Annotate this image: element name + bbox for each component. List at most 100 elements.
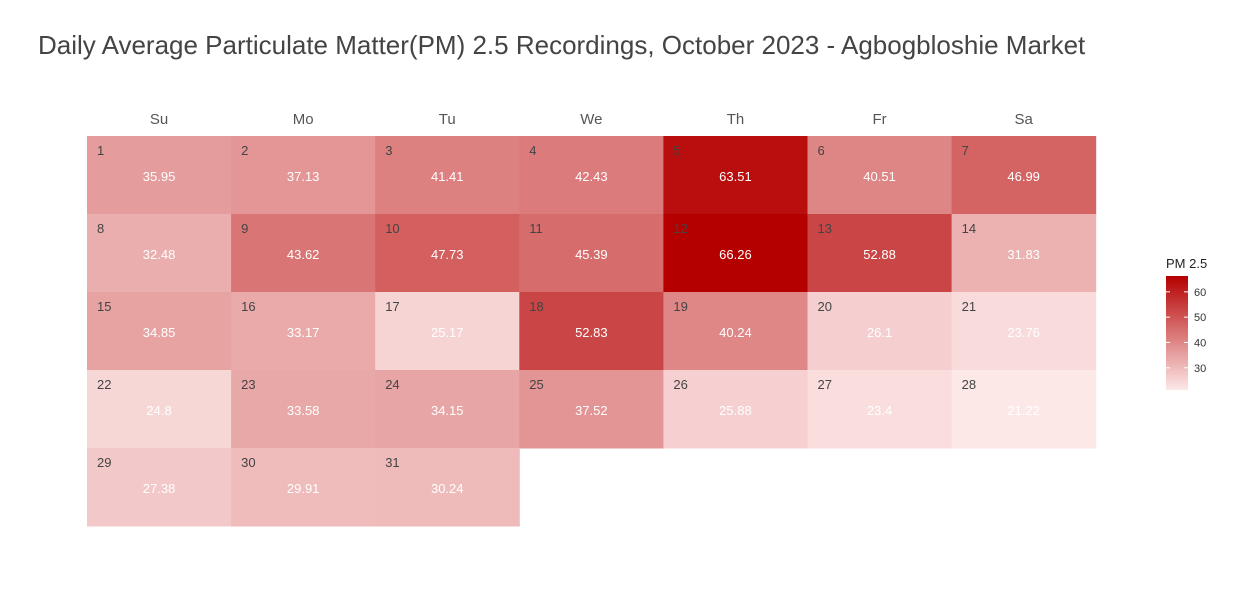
day-number: 17	[385, 299, 399, 314]
day-value: 43.62	[287, 247, 320, 262]
day-number: 19	[673, 299, 687, 314]
day-cell-23: 23 33.58	[231, 370, 376, 449]
color-legend: PM 2.5 30 40 50 60	[1166, 256, 1207, 390]
day-number: 6	[818, 143, 825, 158]
day-value: 47.73	[431, 247, 464, 262]
weekday-header-fr: Fr	[872, 111, 886, 128]
day-cell-fill	[231, 136, 376, 215]
day-value: 40.24	[719, 325, 752, 340]
day-value: 34.85	[143, 325, 176, 340]
legend-tick-label: 30	[1194, 363, 1206, 375]
day-number: 29	[97, 455, 111, 470]
day-value: 46.99	[1007, 169, 1040, 184]
day-value: 32.48	[143, 247, 176, 262]
legend-title: PM 2.5	[1166, 256, 1207, 271]
day-cell-fill	[87, 370, 232, 449]
day-number: 22	[97, 377, 111, 392]
day-cell-29: 29 27.38	[87, 448, 232, 527]
day-value: 52.88	[863, 247, 896, 262]
day-cell-fill	[231, 292, 376, 371]
day-cell-9: 943.62	[231, 214, 376, 293]
day-cell-fill	[375, 136, 520, 215]
day-value: 35.95	[143, 169, 176, 184]
day-value: 26.1	[867, 325, 892, 340]
day-cell-fill	[663, 292, 808, 371]
day-cell-fill	[375, 448, 520, 527]
day-value: 25.17	[431, 325, 464, 340]
legend-tick-label: 50	[1194, 312, 1206, 324]
weekday-header-th: Th	[727, 111, 745, 128]
day-value: 24.8	[146, 403, 171, 418]
day-cell-fill	[663, 136, 808, 215]
day-cell-17: 17 25.17	[375, 292, 520, 371]
day-number: 21	[962, 299, 976, 314]
day-cell-fill	[807, 292, 953, 371]
day-number: 31	[385, 455, 399, 470]
day-value: 27.38	[143, 481, 176, 496]
day-value: 31.83	[1007, 247, 1040, 262]
day-number: 5	[673, 143, 680, 158]
day-cell-fill	[951, 136, 1097, 215]
day-cell-fill	[951, 214, 1097, 293]
day-cell-21: 21 23.76	[951, 292, 1097, 371]
day-value: 25.88	[719, 403, 752, 418]
day-cell-4: 442.43	[519, 136, 664, 215]
day-value: 21.22	[1007, 403, 1040, 418]
day-number: 15	[97, 299, 111, 314]
day-value: 23.4	[867, 403, 892, 418]
day-cell-fill	[663, 214, 808, 293]
day-cell-14: 14 31.83	[951, 214, 1097, 293]
day-cell-16: 16 33.17	[231, 292, 376, 371]
weekday-header-mo: Mo	[293, 111, 314, 128]
day-cell-fill	[87, 448, 232, 527]
day-value: 40.51	[863, 169, 896, 184]
day-number: 8	[97, 221, 104, 236]
day-value: 37.52	[575, 403, 608, 418]
day-cell-25: 25 37.52	[519, 370, 664, 449]
chart-title: Daily Average Particulate Matter(PM) 2.5…	[38, 30, 1086, 60]
day-value: 41.41	[431, 169, 464, 184]
day-value: 30.24	[431, 481, 464, 496]
day-cell-27: 27 23.4	[807, 370, 953, 449]
day-number: 1	[97, 143, 104, 158]
day-number: 2	[241, 143, 248, 158]
weekday-header-sa: Sa	[1014, 111, 1033, 128]
day-number: 7	[962, 143, 969, 158]
day-number: 9	[241, 221, 248, 236]
day-cell-31: 31 30.24	[375, 448, 520, 527]
day-value: 52.83	[575, 325, 608, 340]
day-cell-22: 22 24.8	[87, 370, 232, 449]
day-cell-fill	[519, 370, 664, 449]
day-cell-13: 13 52.88	[807, 214, 953, 293]
day-cell-6: 640.51	[807, 136, 953, 215]
day-cell-8: 832.48	[87, 214, 232, 293]
day-number: 20	[818, 299, 832, 314]
day-number: 12	[673, 221, 687, 236]
day-cell-fill	[951, 292, 1097, 371]
day-cell-15: 15 34.85	[87, 292, 232, 371]
day-number: 18	[529, 299, 543, 314]
day-number: 25	[529, 377, 543, 392]
day-cell-fill	[519, 292, 664, 371]
day-cell-18: 18 52.83	[519, 292, 664, 371]
day-cell-fill	[375, 292, 520, 371]
day-cell-fill	[231, 214, 376, 293]
legend-colorbar	[1166, 276, 1188, 390]
day-cell-7: 746.99	[951, 136, 1097, 215]
day-cell-10: 10 47.73	[375, 214, 520, 293]
day-cell-1: 135.95	[87, 136, 232, 215]
day-cell-fill	[231, 370, 376, 449]
day-cell-26: 26 25.88	[663, 370, 808, 449]
day-cell-fill	[375, 214, 520, 293]
day-value: 63.51	[719, 169, 752, 184]
day-number: 26	[673, 377, 687, 392]
day-value: 33.58	[287, 403, 320, 418]
day-cell-fill	[375, 370, 520, 449]
day-cell-fill	[519, 214, 664, 293]
day-cell-fill	[807, 214, 953, 293]
day-number: 24	[385, 377, 399, 392]
day-number: 13	[818, 221, 832, 236]
day-number: 3	[385, 143, 392, 158]
weekday-header-tu: Tu	[439, 111, 456, 128]
day-value: 23.76	[1007, 325, 1040, 340]
